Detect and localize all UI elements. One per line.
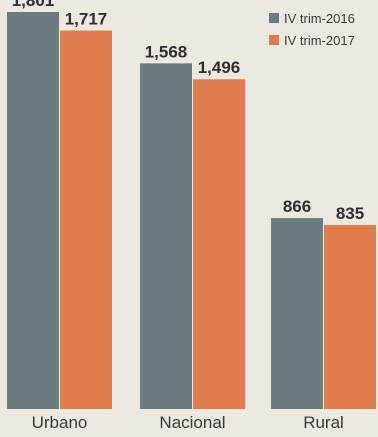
bar-urbano-2017: [60, 30, 112, 409]
bar-nacional-2016: [140, 63, 192, 410]
bar-urbano-2016: [7, 12, 59, 409]
legend-swatch-2017: [269, 35, 279, 45]
legend-swatch-2016: [269, 13, 279, 23]
category-label-nacional: Nacional: [159, 413, 225, 432]
value-labels-group: 1,801 1,717 1,568 1,496 866 835: [12, 0, 364, 223]
bars-group: [7, 12, 376, 410]
value-label-urbano-2016: 1,801: [12, 0, 55, 10]
value-label-nacional-2016: 1,568: [145, 42, 188, 61]
value-label-urbano-2017: 1,717: [65, 10, 108, 29]
legend-label-2016: IV trim-2016: [284, 11, 355, 26]
value-label-rural-2017: 835: [336, 204, 364, 223]
legend-label-2017: IV trim-2017: [284, 33, 355, 48]
category-label-rural: Rural: [303, 413, 344, 432]
category-labels-group: Urbano Nacional Rural: [32, 413, 344, 432]
value-label-nacional-2017: 1,496: [198, 58, 241, 77]
value-label-rural-2016: 866: [283, 197, 311, 216]
legend: IV trim-2016 IV trim-2017: [269, 11, 355, 48]
category-label-urbano: Urbano: [32, 413, 88, 432]
bar-rural-2017: [324, 224, 376, 409]
bar-rural-2016: [271, 218, 323, 409]
bar-nacional-2017: [193, 79, 245, 410]
